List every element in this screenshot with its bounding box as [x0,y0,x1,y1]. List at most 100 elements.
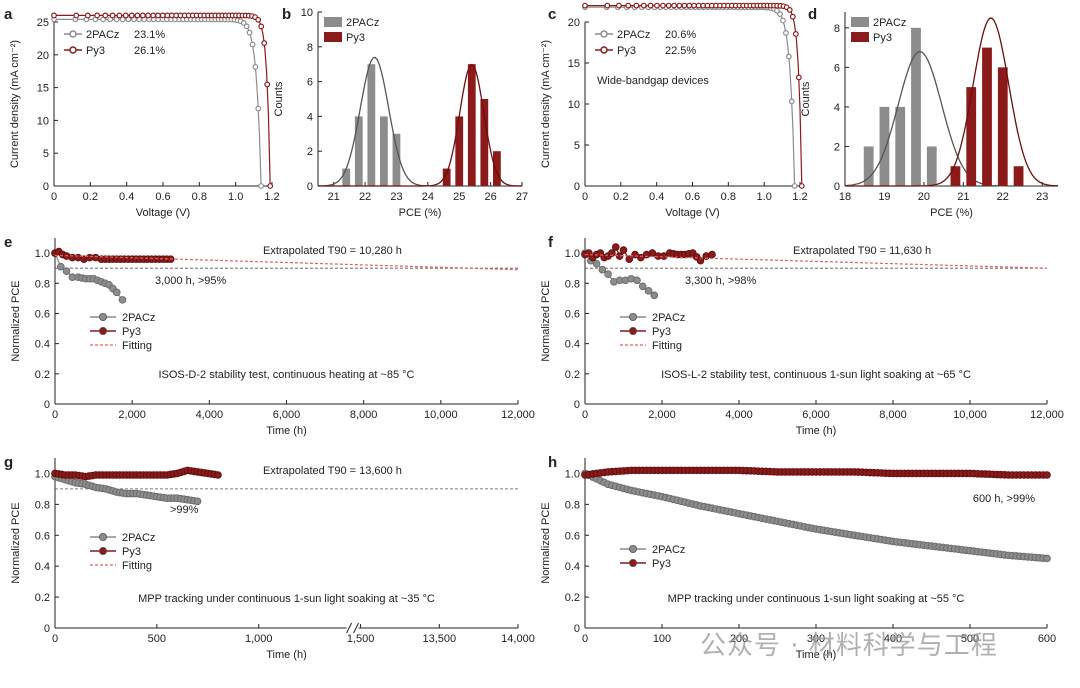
x-tick-label: 0 [52,633,58,645]
data-point-Py3 [619,246,628,254]
y-tick-label: 6 [834,62,840,74]
y-tick-label: 5 [574,140,580,152]
bar-Py3 [966,87,977,186]
legend-label: 2PACz [652,312,685,324]
data-point-2PACz [783,29,789,36]
y-axis-label: Current density (mA cm⁻²) [9,40,21,168]
annotation-text: ISOS-L-2 stability test, continuous 1-su… [661,369,971,381]
data-point-Py3 [625,255,634,263]
y-tick-label: 0 [43,181,49,193]
data-point-Py3 [633,2,640,9]
data-point-Py3 [155,12,161,19]
y-tick-label: 10 [568,99,580,111]
data-point-2PACz [650,291,659,300]
y-tick-label: 0.6 [565,530,580,542]
data-point-Py3 [681,2,688,9]
bar-2PACz [380,116,388,186]
data-point-Py3 [625,2,632,9]
bar-2PACz [895,106,906,186]
x-tick-label: 25 [453,191,465,203]
x-tick-label: 0 [51,191,57,203]
y-tick-label: 0 [574,181,580,193]
data-point-2PACz [56,262,65,271]
axis-break-mark [346,622,353,634]
legend-label: Py3 [122,326,141,338]
data-point-Py3 [616,2,622,9]
y-tick-label: 20 [568,17,580,29]
y-tick-label: 8 [307,42,313,54]
x-tick-label: 2,000 [648,409,676,421]
x-tick-label: 22 [359,191,371,203]
x-axis-label: Time (h) [796,425,837,437]
y-axis-label: Normalized PCE [10,502,22,583]
annotation-text: >99% [170,504,199,516]
legend-label: 2PACz [873,17,906,29]
data-point-2PACz [592,259,601,268]
data-point-2PACz [193,497,202,506]
legend-marker [629,545,638,554]
legend-value: 20.6% [665,29,696,41]
fit-curve-2PACz [844,50,1058,187]
axis-break-mark [353,622,360,634]
y-tick-label: 1.0 [565,248,580,260]
x-tick-label: 0.6 [685,191,700,203]
y-tick-label: 0.8 [565,278,580,290]
y-tick-label: 0.4 [35,339,50,351]
data-point-Py3 [696,256,705,265]
x-tick-label: 200 [730,633,748,645]
annotation-text: MPP tracking under continuous 1-sun ligh… [668,593,965,605]
annotation-text: 3,000 h, >95% [155,275,226,287]
data-point-2PACz [62,267,71,276]
x-tick-label: 1.2 [792,191,807,203]
data-point-2PACz [777,11,783,17]
fitting-line [54,254,519,271]
x-tick-label: 10,000 [953,409,987,421]
x-tick-label: 21 [957,191,969,203]
y-tick-label: 10 [37,115,49,127]
x-tick-label: 600 [1038,633,1056,645]
x-tick-label: 12,000 [1030,409,1064,421]
axis-break-gap [346,622,359,634]
x-tick-label: 500 [961,633,979,645]
x-tick-label: 19 [878,191,890,203]
y-tick-label: 0 [574,399,580,411]
y-tick-label: 20 [37,50,49,62]
y-tick-label: 0.4 [35,561,50,573]
data-point-Py3 [214,471,222,479]
legend-label: Fitting [122,560,152,572]
fit-curve-2PACz [317,56,522,187]
data-point-Py3 [660,2,666,9]
x-tick-label: 1,500 [347,633,375,645]
data-point-Py3 [139,12,146,19]
legend-label: 2PACz [86,29,119,41]
x-tick-label: 1.0 [757,191,772,203]
legend-marker [629,326,638,335]
legend-label: 2PACz [652,544,685,556]
legend-label: Py3 [652,326,671,338]
y-tick-label: 1.0 [35,468,50,480]
y-tick-label: 25 [37,17,49,29]
panel-f: f 0 0.2 0.4 0.6 0.8 1.0 0 2,000 4,000 6,000 8,000 10… [540,234,1064,437]
data-point-2PACz [252,63,259,70]
data-point-Py3 [676,2,683,9]
x-tick-label: 0 [582,409,588,421]
data-point-Py3 [258,23,265,30]
y-tick-label: 4 [834,102,840,114]
legend-label: 2PACz [617,29,650,41]
data-point-Py3 [582,2,588,9]
y-tick-label: 0 [307,181,313,193]
annotation-text: Extrapolated T90 = 13,600 h [263,465,402,477]
x-tick-label: 13,500 [422,633,456,645]
data-point-2PACz [785,53,792,60]
x-tick-label: 300 [807,633,825,645]
legend-marker [629,312,638,321]
bar-2PACz [354,116,363,186]
data-point-Py3 [691,2,697,9]
x-tick-label: 0.2 [83,191,98,203]
bar-Py3 [997,67,1008,186]
data-point-2PACz [788,98,795,105]
data-point-Py3 [84,12,91,19]
x-tick-label: 8,000 [879,409,907,421]
